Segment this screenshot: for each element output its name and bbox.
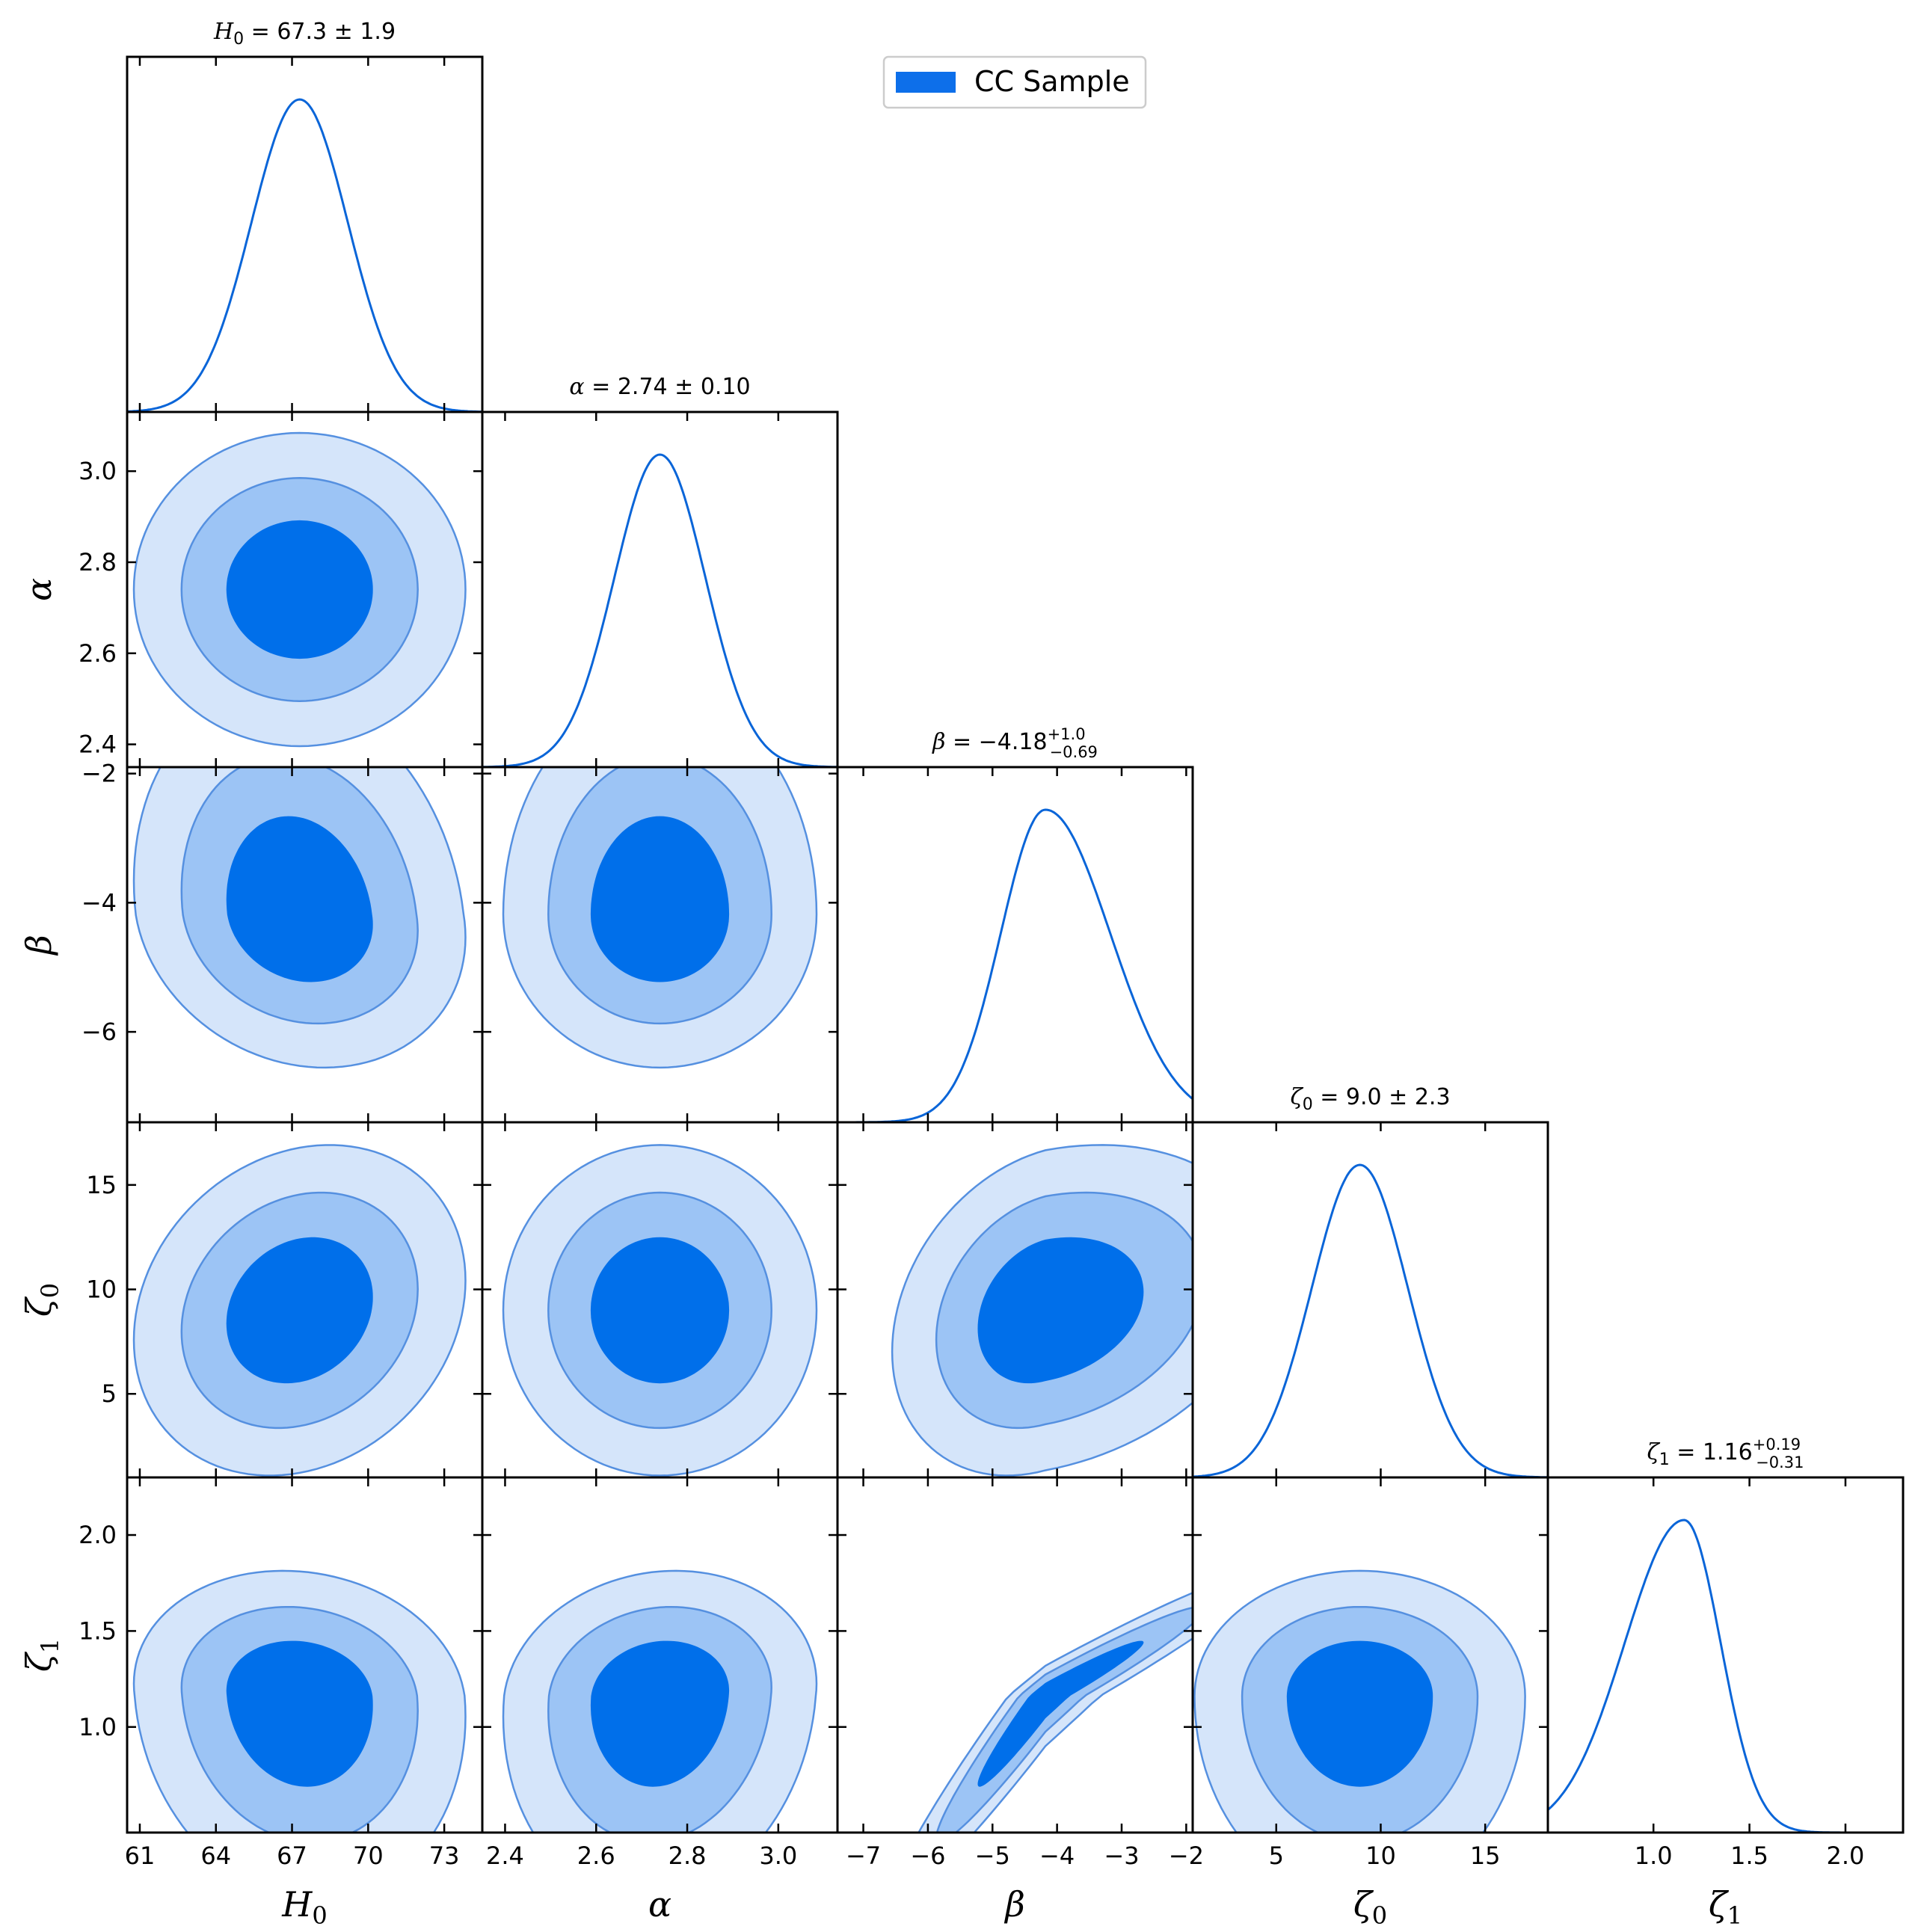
x-tick-label-zeta0: 10 — [1365, 1842, 1396, 1870]
contour-H0-alpha — [132, 431, 467, 748]
panel-frame-alpha-alpha — [481, 410, 839, 769]
contour-alpha-zeta1 — [502, 1569, 818, 1833]
y-tick-label-zeta1: 1.0 — [79, 1713, 117, 1741]
x-tick-label-alpha: 2.8 — [668, 1842, 707, 1870]
x-tick-label-zeta1: 1.5 — [1730, 1842, 1768, 1870]
x-axis-label-beta: β — [1003, 1884, 1025, 1925]
y-tick-label-alpha: 3.0 — [79, 457, 117, 485]
x-tick-label-beta: −3 — [1104, 1842, 1139, 1870]
marginal-curve-H0 — [126, 98, 483, 413]
x-tick-label-beta: −5 — [975, 1842, 1010, 1870]
contour-68-alpha-zeta0 — [590, 1237, 730, 1384]
y-axis-label-beta: β — [19, 935, 59, 956]
legend: CC Sample — [882, 55, 1147, 109]
y-tick-label-zeta1: 2.0 — [79, 1521, 117, 1549]
x-axis-label-H0: H0 — [281, 1884, 327, 1930]
x-tick-label-alpha: 2.6 — [577, 1842, 615, 1870]
x-tick-label-H0: 70 — [353, 1842, 384, 1870]
contour-68-H0-alpha — [226, 520, 373, 659]
contour-68-H0-zeta1 — [226, 1640, 373, 1787]
x-axis-label-zeta0: ζ0 — [1353, 1884, 1387, 1930]
panel-frame-zeta0-zeta0 — [1191, 1121, 1549, 1479]
contour-H0-zeta0 — [132, 1144, 467, 1477]
y-tick-label-beta: −6 — [82, 1018, 117, 1046]
contour-68-zeta0-zeta1 — [1286, 1640, 1433, 1787]
contour-alpha-zeta0 — [502, 1144, 818, 1477]
title-beta: β = −4.18+1.0 −0.69 — [932, 725, 1098, 761]
x-tick-label-zeta0: 5 — [1269, 1842, 1284, 1870]
contour-zeta0-zeta1 — [1193, 1569, 1526, 1833]
contour-68-H0-zeta0 — [226, 1237, 373, 1384]
y-axis-label-alpha: α — [19, 578, 59, 601]
contour-68-beta-zeta0 — [977, 1237, 1144, 1384]
x-tick-label-beta: −7 — [846, 1842, 881, 1870]
marginal-curve-zeta0 — [1192, 1163, 1548, 1479]
panel-frame-zeta1-zeta1 — [1546, 1476, 1905, 1834]
contour-alpha-beta — [502, 767, 818, 1069]
panel-frame-H0-H0 — [126, 55, 484, 413]
contour-95-beta-zeta1 — [935, 1606, 1193, 1833]
x-tick-label-zeta1: 2.0 — [1827, 1842, 1865, 1870]
contour-H0-zeta1 — [132, 1569, 467, 1833]
title-zeta1: ζ1 = 1.16+0.19 −0.31 — [1647, 1436, 1804, 1471]
y-tick-label-zeta0: 15 — [86, 1171, 117, 1199]
contour-68-alpha-beta — [590, 816, 730, 982]
legend-label: CC Sample — [974, 65, 1130, 98]
x-axis-label-alpha: α — [648, 1884, 671, 1925]
y-tick-label-beta: −2 — [82, 760, 117, 788]
contour-68-H0-beta — [226, 816, 373, 982]
contour-H0-beta — [132, 767, 467, 1069]
x-tick-label-H0: 73 — [429, 1842, 460, 1870]
x-tick-label-beta: −2 — [1169, 1842, 1204, 1870]
x-tick-label-H0: 64 — [200, 1842, 231, 1870]
legend-swatch — [896, 72, 956, 93]
y-tick-label-zeta0: 10 — [86, 1276, 117, 1304]
x-tick-label-beta: −4 — [1039, 1842, 1075, 1870]
title-alpha: α = 2.74 ± 0.10 — [569, 374, 750, 400]
y-tick-label-zeta1: 1.5 — [79, 1616, 117, 1645]
y-axis-label-zeta0: ζ0 — [19, 1283, 64, 1317]
x-tick-label-zeta0: 15 — [1470, 1842, 1501, 1870]
x-tick-label-H0: 67 — [277, 1842, 307, 1870]
legend-box — [882, 55, 1147, 109]
x-tick-label-beta: −6 — [910, 1842, 945, 1870]
x-tick-label-alpha: 3.0 — [759, 1842, 797, 1870]
title-H0: H0 = 67.3 ± 1.9 — [213, 19, 396, 49]
x-axis-label-zeta1: ζ1 — [1709, 1884, 1742, 1930]
y-axis-label-zeta1: ζ1 — [19, 1638, 64, 1672]
y-tick-label-alpha: 2.4 — [79, 730, 117, 759]
contour-beta-zeta0 — [891, 1144, 1193, 1477]
marginal-curve-beta — [837, 808, 1193, 1124]
y-tick-label-zeta0: 5 — [102, 1379, 117, 1408]
x-tick-label-H0: 61 — [125, 1842, 156, 1870]
y-tick-label-beta: −4 — [82, 888, 117, 917]
title-zeta0: ζ0 = 9.0 ± 2.3 — [1290, 1084, 1450, 1114]
marginal-curve-alpha — [482, 453, 837, 769]
contour-68-beta-zeta1 — [977, 1640, 1144, 1787]
y-tick-label-alpha: 2.8 — [79, 548, 117, 576]
contour-68-alpha-zeta1 — [590, 1640, 730, 1787]
y-tick-label-alpha: 2.6 — [79, 639, 117, 668]
panel-frame-beta-beta — [836, 766, 1194, 1124]
x-tick-label-alpha: 2.4 — [486, 1842, 524, 1870]
contour-beta-zeta1 — [918, 1591, 1193, 1833]
marginal-curve-zeta1 — [1546, 1519, 1903, 1834]
x-tick-label-zeta1: 1.0 — [1635, 1842, 1673, 1870]
